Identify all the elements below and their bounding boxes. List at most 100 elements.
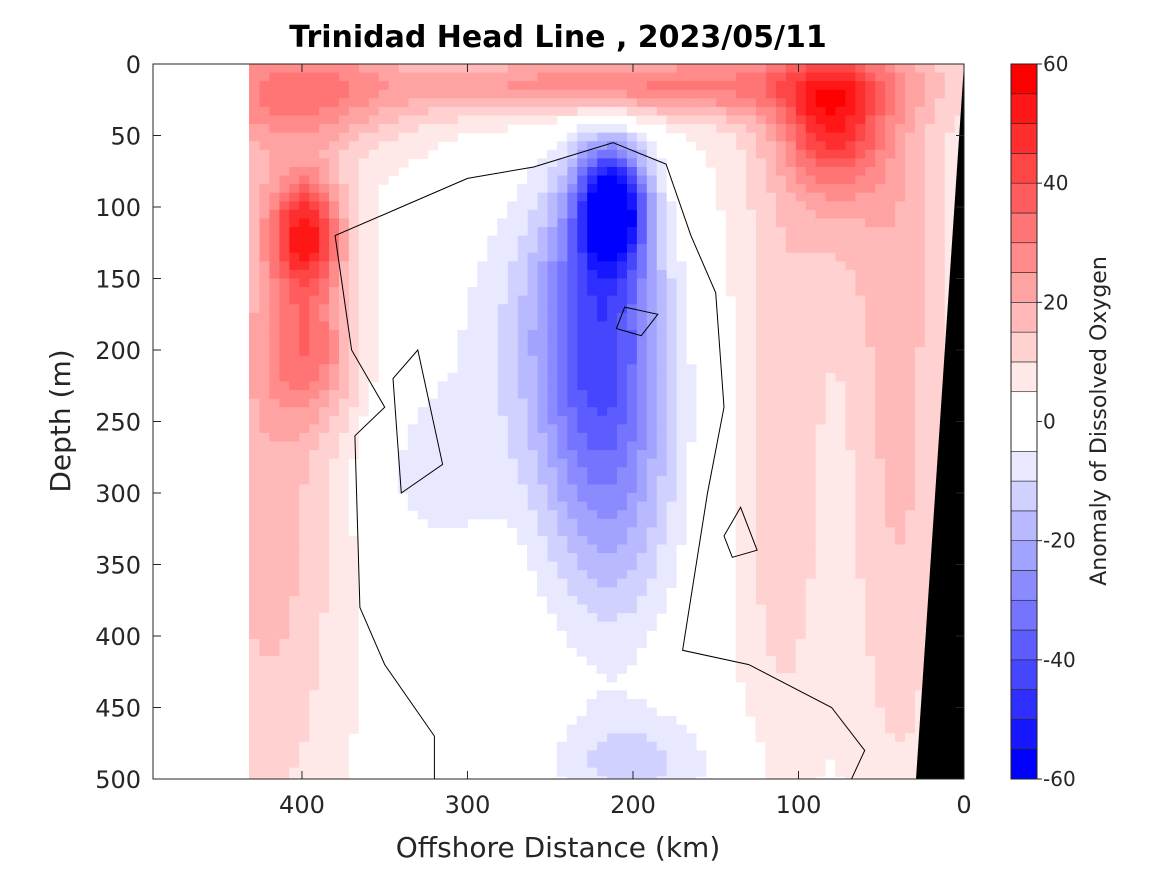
- anomaly-cell: [904, 681, 915, 691]
- anomaly-cell: [785, 673, 796, 683]
- anomaly-cell: [795, 141, 806, 151]
- anomaly-cell: [616, 98, 627, 108]
- anomaly-cell: [904, 510, 915, 520]
- anomaly-cell: [497, 347, 508, 357]
- anomaly-cell: [616, 758, 627, 769]
- anomaly-cell: [626, 261, 637, 271]
- anomaly-cell: [815, 750, 826, 760]
- anomaly-cell: [745, 673, 757, 683]
- anomaly-cell: [646, 707, 657, 717]
- anomaly-cell: [447, 115, 459, 125]
- anomaly-cell: [328, 741, 339, 751]
- anomaly-cell: [815, 64, 826, 74]
- anomaly-cell: [636, 501, 647, 511]
- anomaly-cell: [874, 209, 886, 220]
- anomaly-cell: [894, 724, 906, 734]
- anomaly-cell: [735, 621, 747, 631]
- anomaly-cell: [755, 184, 766, 194]
- anomaly-cell: [527, 424, 538, 434]
- anomaly-cell: [278, 424, 290, 434]
- anomaly-cell: [407, 501, 419, 511]
- anomaly-cell: [854, 561, 866, 571]
- anomaly-cell: [914, 613, 925, 623]
- anomaly-cell: [854, 321, 866, 331]
- anomaly-cell: [805, 638, 816, 649]
- anomaly-cell: [765, 681, 776, 691]
- anomaly-cell: [636, 398, 647, 408]
- anomaly-cell: [894, 493, 906, 503]
- anomaly-cell: [576, 158, 588, 168]
- anomaly-cell: [397, 124, 409, 134]
- anomaly-cell: [596, 227, 608, 237]
- anomaly-cell: [765, 64, 776, 74]
- anomaly-cell: [924, 295, 935, 305]
- anomaly-cell: [566, 570, 578, 580]
- anomaly-cell: [566, 347, 578, 357]
- anomaly-cell: [606, 475, 618, 486]
- anomaly-cell: [596, 81, 608, 91]
- anomaly-cell: [338, 535, 349, 546]
- colorbar-tick-label: 20: [1043, 290, 1068, 314]
- anomaly-cell: [914, 321, 925, 331]
- anomaly-cell: [755, 501, 766, 511]
- anomaly-cell: [894, 141, 906, 151]
- anomaly-cell: [249, 518, 260, 528]
- anomaly-cell: [308, 338, 320, 348]
- anomaly-cell: [765, 604, 776, 614]
- anomaly-cell: [884, 510, 896, 520]
- anomaly-cell: [924, 98, 935, 108]
- anomaly-cell: [656, 261, 667, 271]
- anomaly-cell: [785, 724, 796, 734]
- anomaly-cell: [338, 613, 349, 623]
- anomaly-cell: [884, 252, 896, 262]
- anomaly-cell: [626, 432, 637, 443]
- anomaly-cell: [308, 415, 320, 425]
- anomaly-cell: [556, 295, 568, 305]
- anomaly-cell: [636, 698, 647, 709]
- anomaly-cell: [338, 141, 349, 151]
- anomaly-cell: [745, 244, 757, 254]
- anomaly-cell: [606, 673, 618, 683]
- anomaly-cell: [824, 321, 836, 331]
- anomaly-cell: [904, 321, 915, 331]
- anomaly-cell: [824, 724, 836, 734]
- anomaly-cell: [546, 355, 558, 365]
- anomaly-cell: [844, 595, 856, 606]
- anomaly-cell: [497, 372, 508, 383]
- anomaly-cell: [288, 227, 300, 237]
- anomaly-cell: [725, 201, 737, 211]
- anomaly-cell: [527, 372, 538, 383]
- anomaly-cell: [596, 381, 608, 391]
- anomaly-cell: [735, 209, 747, 220]
- anomaly-cell: [815, 698, 826, 709]
- anomaly-cell: [308, 527, 320, 537]
- anomaly-cell: [477, 501, 488, 511]
- anomaly-cell: [566, 235, 578, 245]
- anomaly-cell: [556, 98, 568, 108]
- anomaly-cell: [795, 347, 806, 357]
- anomaly-cell: [338, 149, 349, 159]
- anomaly-cell: [278, 235, 290, 245]
- anomaly-cell: [467, 424, 478, 434]
- anomaly-cell: [805, 518, 816, 528]
- anomaly-cell: [298, 510, 310, 520]
- anomaly-cell: [427, 484, 439, 494]
- anomaly-cell: [755, 518, 766, 528]
- anomaly-cell: [824, 166, 836, 177]
- anomaly-cell: [934, 184, 945, 194]
- anomaly-cell: [864, 81, 876, 91]
- anomaly-cell: [278, 158, 290, 168]
- anomaly-cell: [844, 484, 856, 494]
- anomaly-cell: [467, 381, 478, 391]
- anomaly-cell: [249, 724, 260, 734]
- anomaly-cell: [328, 570, 339, 580]
- anomaly-cell: [288, 381, 300, 391]
- anomaly-cell: [755, 124, 766, 134]
- anomaly-cell: [298, 750, 310, 760]
- anomaly-cell: [318, 235, 330, 245]
- anomaly-cell: [368, 312, 379, 322]
- anomaly-cell: [914, 364, 925, 374]
- anomaly-cell: [517, 535, 528, 546]
- anomaly-cell: [815, 72, 826, 82]
- anomaly-cell: [249, 716, 260, 726]
